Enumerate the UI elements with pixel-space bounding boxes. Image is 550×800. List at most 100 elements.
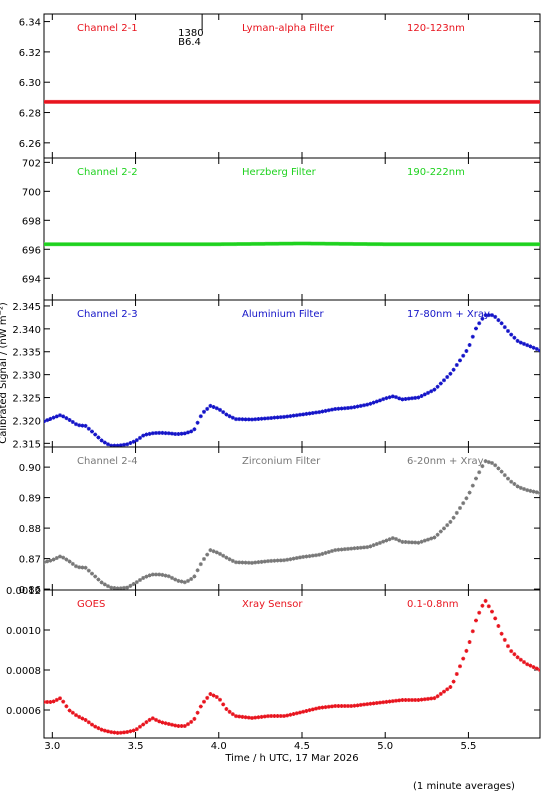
data-point bbox=[387, 537, 392, 542]
data-point bbox=[208, 692, 213, 697]
data-point bbox=[99, 438, 104, 443]
data-point bbox=[352, 405, 357, 410]
data-point bbox=[208, 548, 213, 553]
data-point bbox=[365, 702, 370, 707]
data-point bbox=[381, 700, 386, 705]
data-point bbox=[166, 574, 171, 579]
data-point bbox=[189, 429, 194, 434]
data-point bbox=[253, 715, 258, 720]
y-tick-label: 0.89 bbox=[19, 494, 41, 505]
data-point bbox=[211, 549, 216, 554]
data-point bbox=[490, 461, 494, 466]
data-point bbox=[365, 545, 370, 550]
panel-band-label: 17-80nm + Xray bbox=[407, 309, 490, 320]
data-point bbox=[483, 313, 488, 318]
data-point bbox=[266, 416, 270, 421]
data-point bbox=[506, 328, 510, 333]
data-point bbox=[227, 414, 232, 419]
data-point bbox=[122, 442, 126, 447]
data-point bbox=[525, 488, 530, 493]
data-point bbox=[80, 423, 85, 428]
data-point bbox=[467, 343, 472, 348]
data-point bbox=[384, 538, 389, 543]
data-point bbox=[336, 547, 341, 552]
data-point bbox=[528, 488, 533, 493]
data-point bbox=[470, 334, 475, 339]
data-point bbox=[461, 656, 466, 661]
data-point bbox=[502, 325, 507, 330]
x-tick-label: 4.5 bbox=[294, 741, 310, 752]
data-point bbox=[234, 714, 238, 719]
data-point bbox=[99, 727, 104, 732]
data-point bbox=[291, 413, 296, 418]
data-point bbox=[394, 395, 398, 400]
panel-filter-label: Xray Sensor bbox=[242, 599, 303, 610]
data-point bbox=[51, 557, 56, 562]
data-point bbox=[106, 729, 110, 734]
data-point bbox=[506, 476, 510, 481]
data-point bbox=[138, 578, 142, 583]
data-point bbox=[83, 717, 88, 722]
data-point bbox=[272, 558, 277, 563]
data-point bbox=[230, 558, 235, 563]
data-point bbox=[285, 414, 290, 419]
data-point bbox=[422, 538, 427, 543]
data-point bbox=[506, 644, 510, 649]
panel-frame bbox=[43, 446, 541, 591]
data-point bbox=[218, 697, 222, 702]
data-point bbox=[480, 316, 485, 321]
data-point bbox=[522, 341, 526, 346]
data-point bbox=[339, 406, 344, 411]
data-point bbox=[118, 730, 123, 735]
data-point bbox=[538, 491, 540, 496]
data-point bbox=[125, 442, 130, 447]
data-point bbox=[246, 417, 251, 422]
data-point bbox=[106, 584, 110, 589]
data-point bbox=[288, 712, 293, 717]
data-point bbox=[323, 408, 328, 413]
data-point bbox=[326, 408, 331, 413]
data-point bbox=[416, 395, 421, 400]
data-point bbox=[134, 727, 139, 732]
panel-channel-label: Channel 2-3 bbox=[77, 309, 138, 320]
data-point bbox=[83, 423, 88, 428]
data-point bbox=[374, 541, 379, 546]
data-point bbox=[221, 553, 226, 558]
data-point bbox=[451, 515, 456, 520]
data-point bbox=[224, 555, 229, 560]
y-tick-label: 0.0012 bbox=[6, 586, 41, 597]
data-point bbox=[419, 697, 424, 702]
data-point bbox=[518, 657, 523, 662]
data-point bbox=[58, 696, 62, 701]
panel-channel-label: Channel 2-4 bbox=[77, 456, 138, 467]
panel-frame bbox=[43, 157, 541, 301]
data-point bbox=[186, 430, 190, 435]
data-point bbox=[74, 713, 78, 718]
data-point bbox=[141, 433, 146, 438]
data-point bbox=[336, 406, 341, 411]
y-tick-label: 6.32 bbox=[19, 48, 41, 59]
data-point bbox=[240, 560, 245, 565]
data-point bbox=[131, 582, 136, 587]
data-point bbox=[221, 410, 226, 415]
data-point bbox=[195, 420, 200, 425]
data-point bbox=[445, 523, 450, 528]
data-point bbox=[426, 537, 430, 542]
data-point bbox=[448, 371, 453, 376]
data-point bbox=[237, 417, 242, 422]
data-point bbox=[336, 704, 341, 708]
data-point bbox=[538, 242, 540, 247]
data-point bbox=[406, 396, 411, 401]
data-point bbox=[474, 476, 478, 481]
data-point bbox=[330, 704, 334, 709]
data-point bbox=[307, 411, 312, 416]
data-point bbox=[374, 399, 379, 404]
data-point bbox=[278, 415, 283, 420]
data-point bbox=[176, 432, 181, 437]
data-point bbox=[202, 557, 206, 562]
data-point bbox=[400, 698, 405, 702]
data-point bbox=[285, 713, 290, 718]
data-point bbox=[134, 580, 139, 585]
data-point bbox=[458, 664, 462, 669]
